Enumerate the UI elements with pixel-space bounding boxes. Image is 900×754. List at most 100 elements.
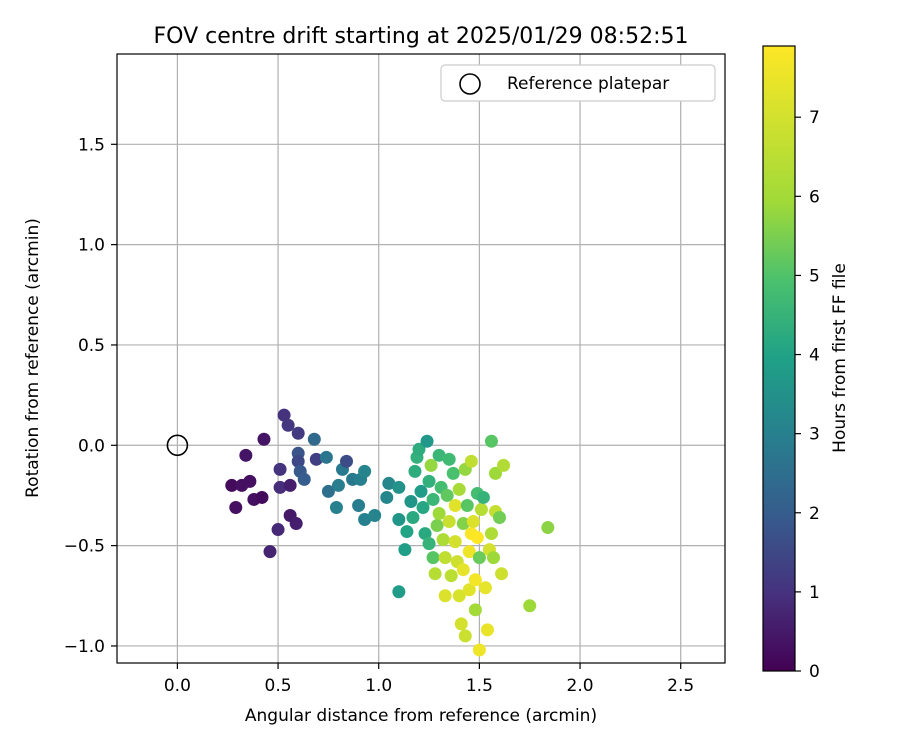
data-point [466,515,480,529]
legend-box [440,64,716,102]
data-point [340,454,354,468]
y-tick-label: −1.0 [64,637,105,657]
y-tick-label: 0.0 [78,436,105,456]
data-point [255,490,269,504]
data-point [456,563,470,577]
data-point [358,464,372,478]
data-point [468,603,482,617]
data-point [432,507,446,521]
data-point [257,432,271,446]
colorbar-tick-label: 0 [809,662,820,682]
data-point [263,545,277,559]
legend-entry-label: Reference platepar [507,74,669,94]
data-point [452,589,466,603]
data-point [446,466,460,480]
data-point [382,476,396,490]
data-point [239,448,253,462]
data-point [426,551,440,565]
reference-platepar-marker [166,434,189,457]
x-tick-label: 0.5 [265,676,292,696]
data-point [422,537,436,551]
y-axis-ticks: −1.0 −0.5 0.0 0.5 1.0 1.5 [64,135,117,657]
y-tick-label: 1.0 [78,236,105,256]
legend: Reference platepar [440,64,716,102]
colorbar-tick-label: 7 [809,108,820,128]
x-tick-label: 1.0 [365,676,392,696]
data-point [426,492,440,506]
data-point [243,474,257,488]
legend-marker-icon [459,73,481,95]
data-point [476,490,490,504]
data-point [474,502,488,516]
data-point [486,551,500,565]
data-point [442,515,456,529]
data-point [458,629,472,643]
data-point [472,643,486,657]
data-point [432,448,446,462]
data-point [422,474,436,488]
data-point [428,567,442,581]
data-point [448,498,462,512]
data-point [436,533,450,547]
data-point [462,583,476,597]
data-point [438,551,452,565]
data-point [442,452,456,466]
data-point [440,488,454,502]
plot-area [116,53,726,664]
data-point [497,458,511,472]
data-point [418,527,432,541]
data-point [478,581,492,595]
colorbar: 0 1 2 3 4 5 6 7 Hours from first FF file [762,45,850,682]
x-tick-label: 0.0 [164,676,191,696]
data-point [392,480,406,494]
plot-frame [116,53,726,664]
colorbar-tick-label: 1 [809,583,820,603]
data-point [444,569,458,583]
colorbar-tick-label: 6 [809,187,820,207]
data-point [291,454,305,468]
colorbar-tick-label: 5 [809,266,820,286]
data-point [358,513,372,527]
data-point [480,623,494,637]
data-point [392,513,406,527]
data-point [289,517,303,531]
data-point [420,434,434,448]
x-tick-label: 1.5 [466,676,493,696]
data-point [424,458,438,472]
data-point [277,408,291,422]
data-point [448,535,462,549]
data-point [352,498,366,512]
data-point [460,498,474,512]
colorbar-tick-label: 3 [809,425,820,445]
data-point [541,521,555,535]
data-point [462,545,476,559]
data-point [495,567,509,581]
data-point [307,432,321,446]
colorbar-label: Hours from first FF file [830,263,850,453]
plot-background [117,54,725,663]
data-point [484,527,498,541]
data-point [225,478,239,492]
data-point [484,434,498,448]
data-point [408,464,422,478]
data-point [297,472,311,486]
data-point [321,484,335,498]
data-point [468,573,482,587]
data-point [412,442,426,456]
data-point [452,482,466,496]
data-point [488,466,502,480]
data-point [416,500,430,514]
data-point [368,509,382,523]
x-tick-label: 2.0 [567,676,594,696]
data-point [291,426,305,440]
y-tick-label: −0.5 [64,537,105,557]
data-point [331,478,345,492]
data-point [273,462,287,476]
chart-title: FOV centre drift starting at 2025/01/29 … [154,24,689,49]
data-points [225,408,555,657]
data-point [406,511,420,525]
data-point [472,551,486,565]
data-point [456,517,470,531]
